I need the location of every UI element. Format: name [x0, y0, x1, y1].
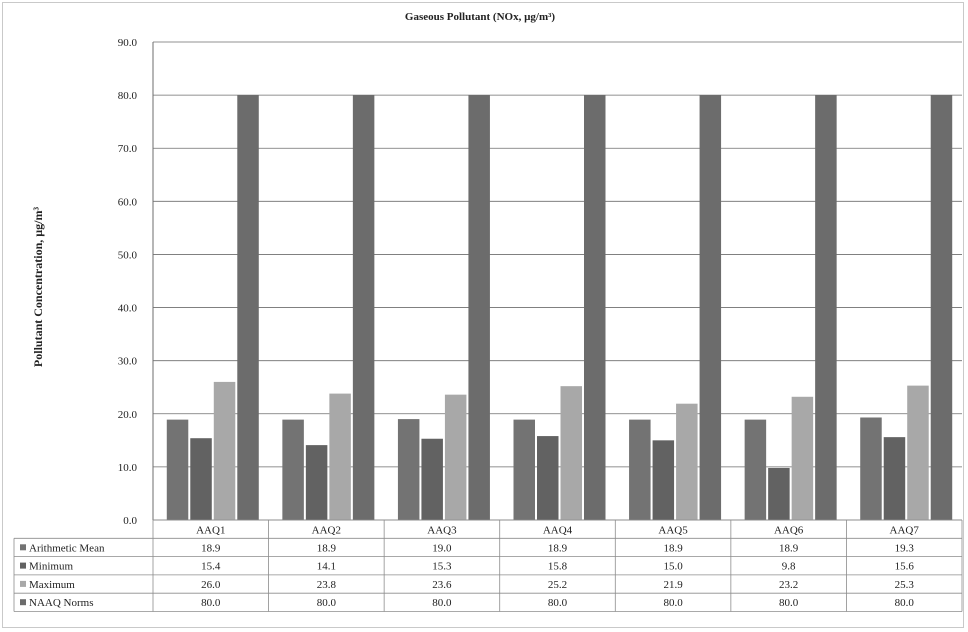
bar	[213, 381, 236, 520]
x-tick-label: AAQ5	[658, 524, 688, 536]
data-label: 14.1	[317, 561, 336, 573]
legend-swatch	[20, 562, 26, 569]
bar	[815, 95, 837, 520]
data-label: 15.0	[663, 561, 683, 573]
data-label: 9.8	[782, 561, 796, 573]
data-label: 21.9	[663, 579, 683, 591]
bar	[907, 385, 929, 520]
bar	[744, 419, 767, 520]
chart-title: Gaseous Pollutant (NOx, µg/m³)	[405, 11, 556, 23]
legend-label: Maximum	[29, 579, 75, 591]
bar	[237, 95, 259, 520]
x-tick-label: AAQ3	[427, 524, 457, 536]
y-tick-label: 70.0	[118, 143, 138, 155]
bar	[352, 95, 375, 520]
bar	[397, 419, 420, 520]
data-label: 80.0	[317, 597, 337, 609]
data-label: 18.9	[548, 542, 568, 554]
legend-label: Minimum	[29, 561, 73, 573]
data-label: 18.9	[317, 542, 337, 554]
legend-label: Arithmetic Mean	[29, 542, 105, 554]
bar	[860, 417, 882, 520]
bar	[421, 438, 443, 520]
data-label: 80.0	[895, 597, 915, 609]
bar	[166, 419, 189, 520]
data-label: 25.2	[548, 579, 567, 591]
data-label: 18.9	[779, 542, 799, 554]
data-label: 80.0	[779, 597, 799, 609]
data-label: 25.3	[895, 579, 915, 591]
bar	[652, 440, 675, 520]
y-tick-label: 0.0	[123, 515, 137, 527]
legend-label: NAAQ Norms	[29, 597, 93, 609]
x-tick-label: AAQ4	[543, 524, 573, 536]
data-label: 23.8	[317, 579, 337, 591]
data-label: 23.6	[432, 579, 452, 591]
data-label: 15.3	[432, 561, 452, 573]
data-label: 80.0	[201, 597, 221, 609]
bars	[166, 95, 953, 520]
bar	[699, 95, 722, 520]
y-tick-label: 10.0	[118, 462, 138, 474]
data-label: 80.0	[663, 597, 683, 609]
data-label: 18.9	[201, 542, 221, 554]
y-tick-label: 80.0	[118, 90, 138, 102]
bar	[329, 393, 351, 520]
data-label: 19.0	[432, 542, 452, 554]
data-label: 15.6	[895, 561, 915, 573]
y-tick-label: 90.0	[118, 37, 138, 49]
data-table: AAQ1 AAQ2 AAQ3 AAQ4 AAQ5 AAQ6 AAQ7 Arithmetic M…	[13, 519, 963, 612]
bar	[768, 467, 790, 520]
x-tick-label: AAQ6	[774, 524, 804, 536]
x-tick-label: AAQ7	[890, 524, 920, 536]
bar	[676, 403, 698, 520]
bar	[513, 419, 535, 520]
y-tick-label: 50.0	[118, 249, 138, 261]
y-axis-label: Pollutant Concentration, µg/m³	[31, 207, 45, 368]
x-tick-label: AAQ2	[312, 524, 341, 536]
y-tick-label: 20.0	[118, 409, 138, 421]
y-tick-label: 40.0	[118, 303, 138, 315]
bar	[584, 95, 606, 520]
bar	[444, 394, 467, 520]
data-label: 80.0	[548, 597, 568, 609]
data-label: 23.2	[779, 579, 798, 591]
bar	[305, 445, 328, 520]
y-tick-label: 60.0	[118, 196, 138, 208]
bar	[468, 95, 490, 520]
data-label: 18.9	[663, 542, 683, 554]
bar	[629, 419, 651, 520]
bar	[537, 436, 559, 520]
data-label: 15.4	[201, 561, 221, 573]
data-label: 26.0	[201, 579, 221, 591]
bar	[791, 396, 814, 520]
bar	[930, 95, 953, 520]
data-label: 19.3	[895, 542, 915, 554]
legend-swatch	[20, 580, 26, 587]
data-label: 80.0	[432, 597, 452, 609]
legend-swatch	[20, 544, 26, 551]
bar	[560, 386, 582, 520]
y-tick-label: 30.0	[118, 356, 138, 368]
bar	[190, 438, 212, 520]
x-tick-label: AAQ1	[196, 524, 225, 536]
data-label: 15.8	[548, 561, 568, 573]
legend-swatch	[20, 599, 26, 606]
bar	[883, 437, 906, 520]
bar	[282, 419, 304, 520]
